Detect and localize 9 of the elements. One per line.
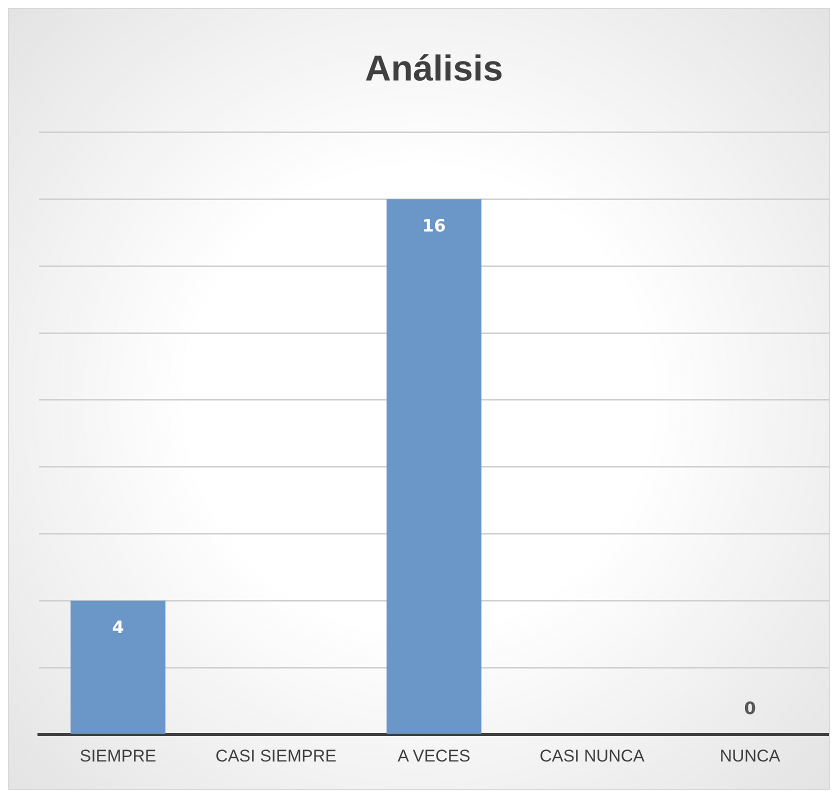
x-tick-label: CASI NUNCA — [540, 746, 646, 766]
x-tick-label: SIEMPRE — [80, 746, 156, 766]
x-tick-label: A VECES — [398, 746, 470, 766]
x-tick-label: CASI SIEMPRE — [216, 746, 336, 766]
data-label: 4 — [112, 618, 124, 638]
x-tick-label: NUNCA — [720, 746, 781, 766]
data-label: 0 — [744, 699, 756, 720]
chart-title: Análisis — [364, 48, 504, 89]
data-label: 16 — [422, 216, 446, 237]
